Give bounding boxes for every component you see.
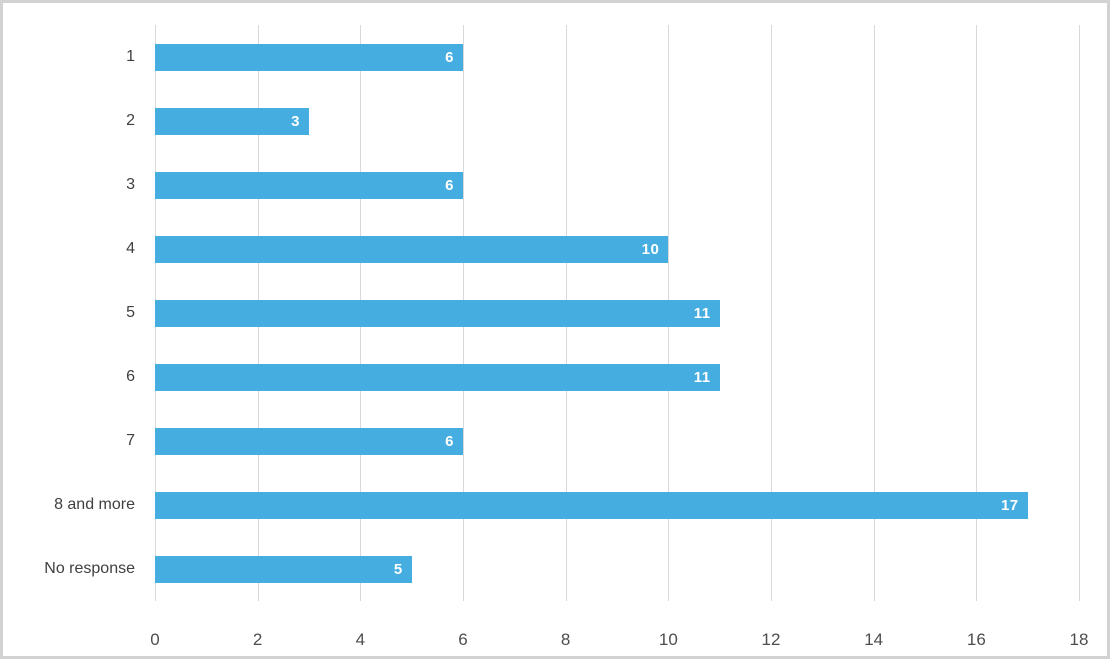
category-label: 8 and more: [54, 496, 135, 513]
value-label: 17: [1000, 496, 1019, 514]
gridline: [873, 25, 875, 601]
bar: 6: [155, 171, 463, 199]
x-tick-label: 6: [458, 630, 468, 649]
x-tick-label: 12: [761, 630, 781, 649]
gridline: [1079, 25, 1080, 601]
category-label: 3: [126, 176, 135, 193]
value-label: 6: [445, 176, 454, 194]
plot-area: 0 2 4 6 8 10 12 14 16 18 1 6 2 3 3 6 4 10 5 11 6 11 7 6 8 and mo…: [3, 3, 1107, 656]
value-label: 5: [393, 560, 403, 578]
category-label: 6: [126, 368, 135, 385]
gridline: [771, 25, 772, 601]
x-tick-label: 10: [658, 630, 678, 649]
x-tick-label: 2: [252, 630, 263, 649]
value-label: 11: [693, 304, 711, 322]
x-tick-label: 16: [966, 630, 986, 649]
x-tick-label: 14: [864, 630, 884, 649]
category-label: 1: [126, 48, 135, 65]
bar: 3: [155, 107, 309, 135]
gridline: [976, 25, 978, 601]
value-label: 11: [693, 368, 711, 386]
value-label: 6: [445, 432, 454, 450]
bar: 6: [155, 427, 463, 455]
bar: 17: [155, 491, 1028, 519]
x-tick-label: 4: [355, 630, 366, 649]
value-label: 10: [641, 240, 660, 258]
value-label: 6: [445, 48, 454, 66]
category-label: 4: [126, 240, 135, 257]
bar: 6: [155, 43, 463, 71]
category-label: 5: [126, 304, 135, 321]
bar: 11: [155, 299, 720, 327]
bar: 10: [155, 235, 669, 263]
value-label: 3: [291, 112, 300, 130]
x-tick-label: 8: [560, 630, 571, 649]
category-label: 7: [126, 432, 135, 449]
bar: 11: [155, 363, 720, 391]
x-tick-label: 18: [1069, 630, 1089, 649]
category-label: 2: [126, 112, 135, 129]
category-label: No response: [44, 560, 135, 577]
bar: 5: [155, 555, 412, 583]
x-tick-label: 0: [150, 630, 160, 649]
